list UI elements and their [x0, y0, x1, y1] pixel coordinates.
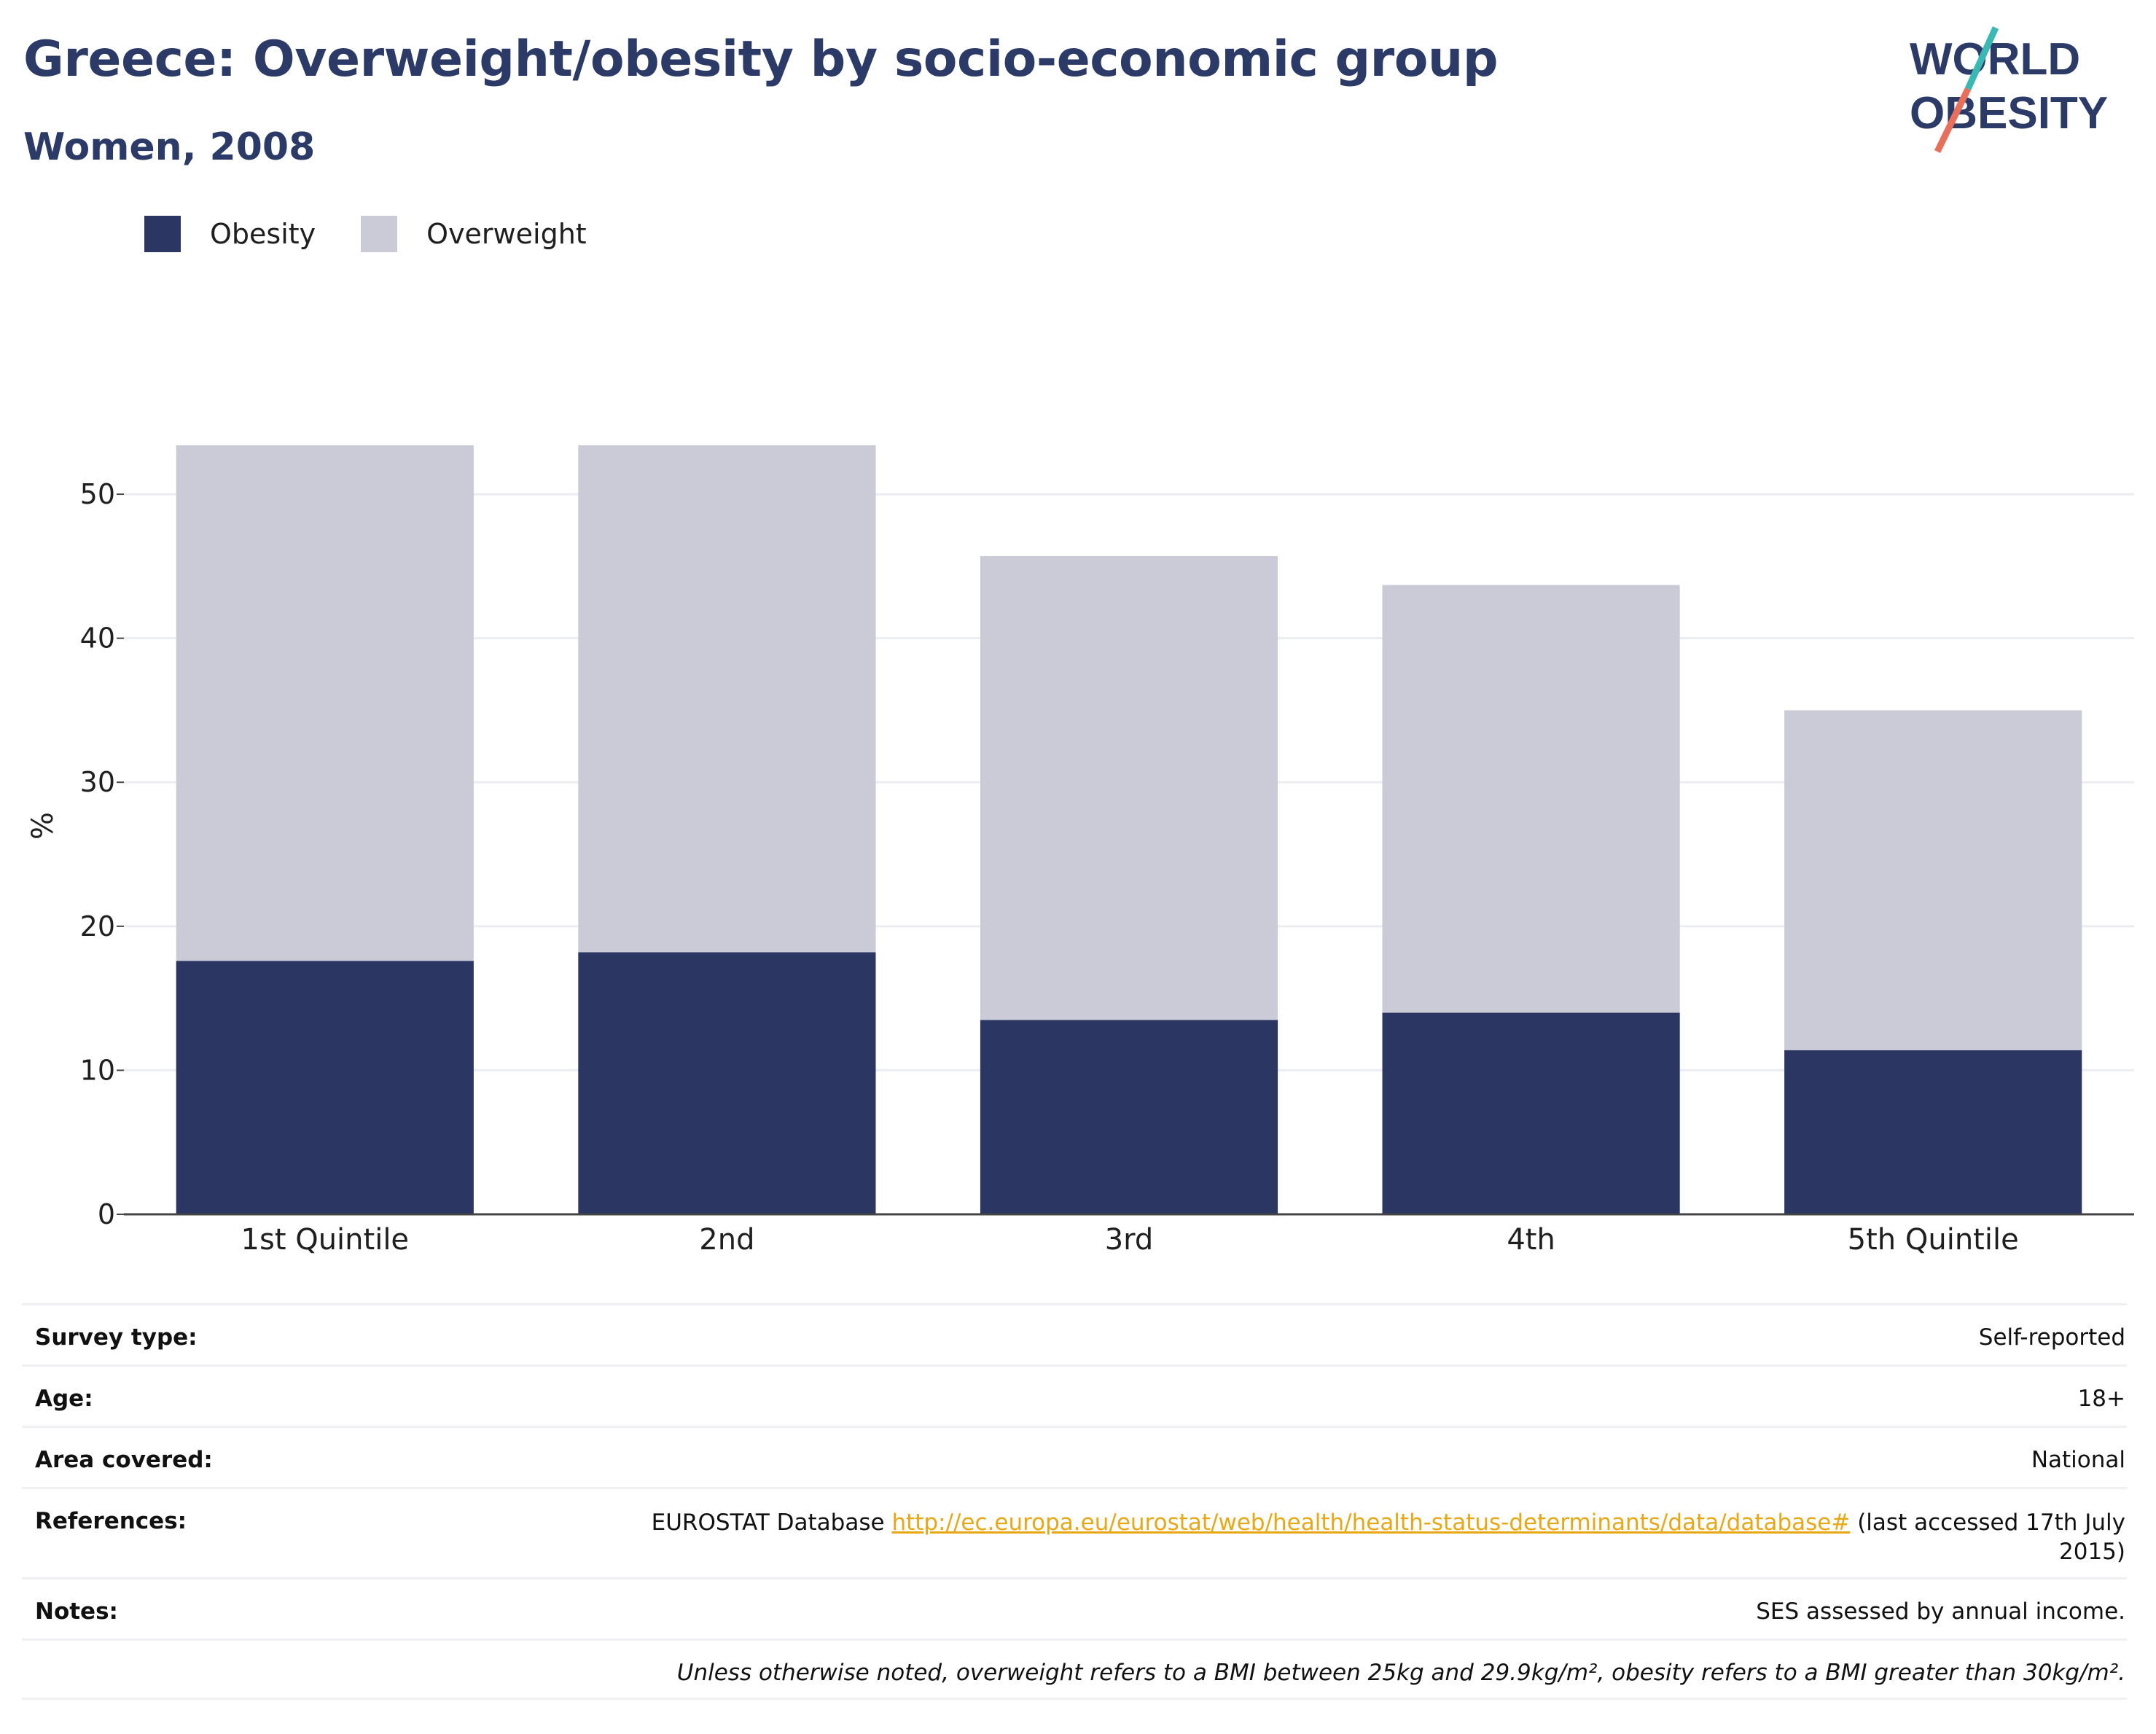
legend-label-overweight: Overweight [426, 218, 587, 250]
y-tick-label: 40 [80, 622, 115, 655]
meta-label-area: Area covered: [35, 1447, 213, 1473]
bar-obesity-1 [176, 961, 474, 1214]
meta-label-survey-type: Survey type: [35, 1324, 198, 1351]
meta-row-age: Age: 18+ [22, 1364, 2127, 1426]
x-tick-label: 5th Quintile [1848, 1223, 2019, 1257]
bar-overweight-1 [176, 445, 474, 961]
legend-swatch-obesity [144, 216, 181, 252]
references-link[interactable]: http://ec.europa.eu/eurostat/web/health/… [891, 1510, 1851, 1536]
meta-label-references: References: [35, 1508, 187, 1534]
bar-overweight-2 [578, 445, 876, 953]
x-tick-label: 2nd [699, 1223, 754, 1257]
meta-value-age: 18+ [2077, 1386, 2125, 1412]
bar-chart: 0 10 20 30 40 50% 1st Quintile 2nd 3rd 4th 5th Qui… [26, 445, 2134, 1257]
meta-label-age: Age: [35, 1386, 93, 1412]
meta-row-survey-type: Survey type: Self-reported [22, 1303, 2127, 1364]
logo-slash-teal [1964, 26, 1999, 90]
bar-obesity-4 [1382, 1012, 1680, 1214]
bar-obesity-2 [578, 952, 876, 1214]
bar-overweight-5 [1784, 710, 2082, 1050]
meta-row-notes: Notes: SES assessed by annual income. [22, 1577, 2127, 1639]
y-axis-label: % [26, 812, 60, 840]
meta-row-definition: Unless otherwise noted, overweight refer… [22, 1639, 2127, 1700]
y-tick-label: 0 [98, 1198, 115, 1230]
y-tick-label: 30 [80, 766, 115, 798]
logo-text-obesity: OBESITY [1910, 88, 2108, 138]
logo-text-world: WORLD [1910, 34, 2080, 85]
references-prefix: EUROSTAT Database [651, 1510, 892, 1536]
chart-title: Greece: Overweight/obesity by socio-econ… [23, 31, 1499, 88]
bar-obesity-3 [980, 1020, 1278, 1214]
x-tick-label: 4th [1507, 1223, 1555, 1257]
bar-obesity-5 [1784, 1050, 2082, 1214]
y-tick-label: 10 [80, 1054, 115, 1086]
meta-value-survey-type: Self-reported [1978, 1324, 2125, 1351]
chart-legend: Obesity Overweight [144, 216, 632, 252]
world-obesity-logo: WORLD OBESITY [1910, 26, 2108, 153]
x-tick-label: 1st Quintile [241, 1223, 410, 1257]
legend-swatch-overweight [361, 216, 398, 252]
meta-value-definition: Unless otherwise noted, overweight refer… [676, 1660, 2125, 1686]
x-tick-label: 3rd [1105, 1223, 1154, 1257]
references-suffix: (last accessed 17th July 2015) [1850, 1510, 2125, 1565]
legend-label-obesity: Obesity [210, 218, 316, 250]
legend-item-overweight[interactable]: Overweight [361, 216, 587, 252]
metadata-table: Survey type: Self-reported Age: 18+ Area… [22, 1303, 2127, 1700]
meta-row-references: References: EUROSTAT Database http://ec.… [22, 1487, 2127, 1577]
meta-row-area: Area covered: National [22, 1426, 2127, 1487]
meta-value-notes: SES assessed by annual income. [1756, 1598, 2125, 1625]
meta-value-area: National [2031, 1447, 2125, 1473]
bar-overweight-3 [980, 556, 1278, 1020]
y-tick-label: 20 [80, 910, 115, 942]
y-tick-label: 50 [80, 478, 115, 510]
meta-value-references: EUROSTAT Database http://ec.europa.eu/eu… [609, 1508, 2127, 1577]
logo-slash-coral [1934, 87, 1972, 153]
legend-item-obesity[interactable]: Obesity [144, 216, 316, 252]
bar-overweight-4 [1382, 585, 1680, 1013]
meta-label-notes: Notes: [35, 1598, 118, 1625]
chart-subtitle: Women, 2008 [23, 125, 316, 169]
